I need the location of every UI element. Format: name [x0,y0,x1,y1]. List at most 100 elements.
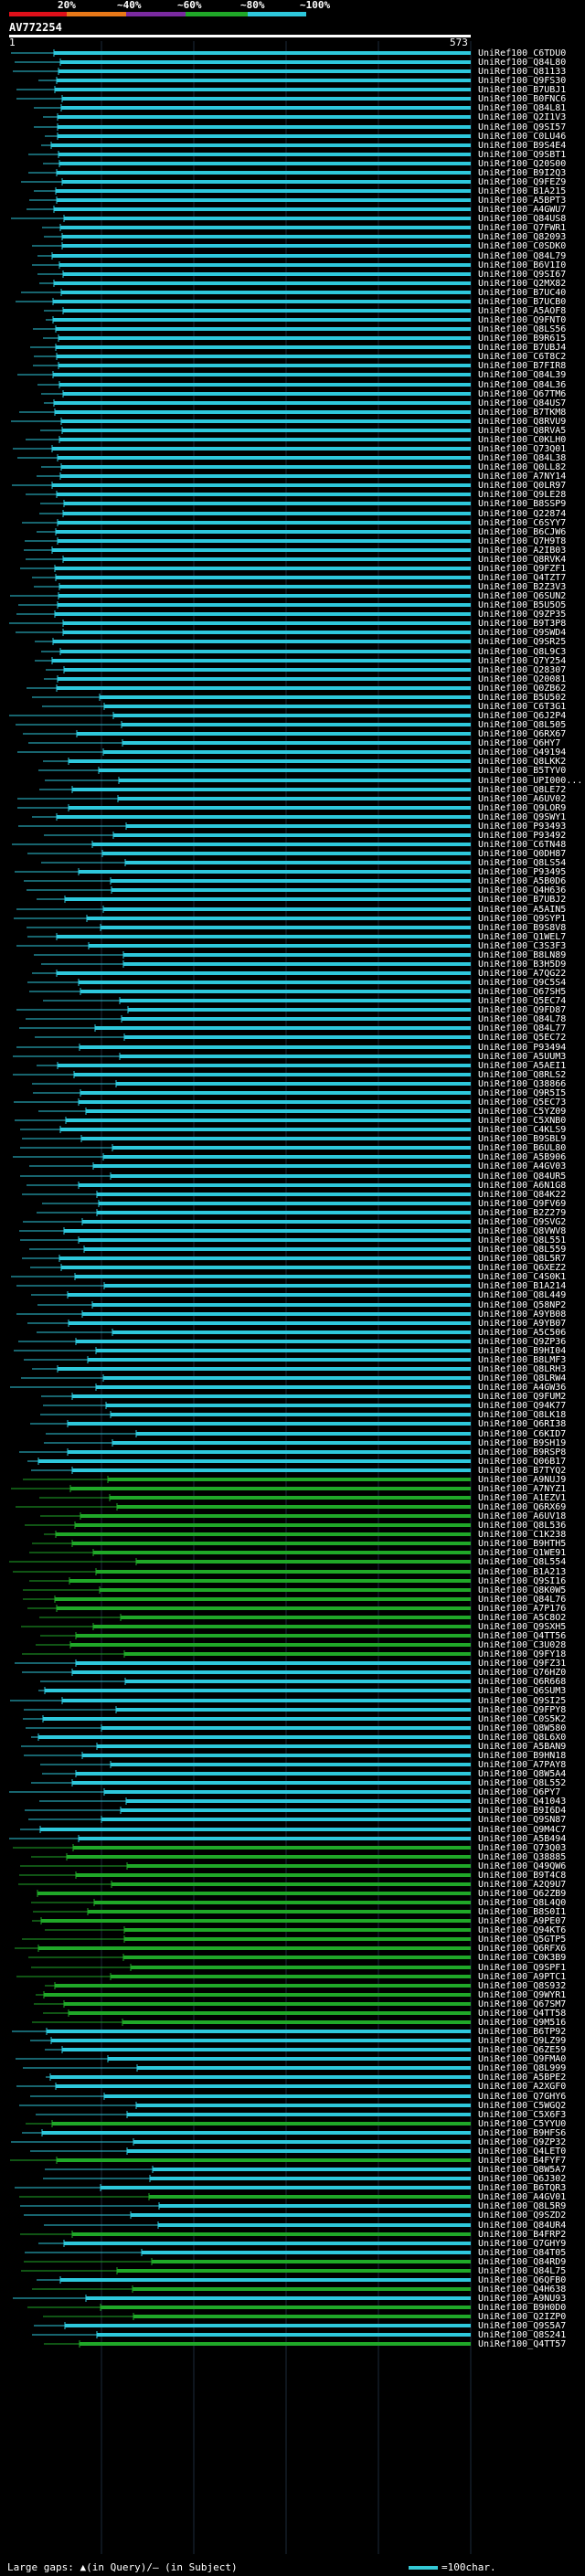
hit-label[interactable]: UniRef100_Q9FNT0 [478,315,566,325]
hit-label[interactable]: UniRef100_C6SYY7 [478,518,566,528]
hit-bar[interactable] [76,1772,471,1776]
hit-bar[interactable] [137,2066,471,2070]
hit-bar[interactable] [103,750,471,754]
hit-label[interactable]: UniRef100_A7QG22 [478,969,566,979]
hit-bar[interactable] [72,1468,471,1472]
hit-bar[interactable] [93,1551,471,1554]
hit-bar[interactable] [86,1109,471,1113]
hit-bar[interactable] [55,88,471,91]
hit-label[interactable]: UniRef100_A4GV03 [478,1161,566,1171]
hit-label[interactable]: UniRef100_A6UV18 [478,1511,566,1521]
hit-label[interactable]: UniRef100_B4FYF7 [478,2156,566,2166]
hit-bar[interactable] [92,843,471,846]
hit-label[interactable]: UniRef100_Q8L554 [478,1557,566,1567]
hit-bar[interactable] [59,1256,471,1260]
hit-bar[interactable] [53,373,471,376]
hit-bar[interactable] [127,2149,471,2153]
hit-bar[interactable] [69,2011,471,2015]
hit-label[interactable]: UniRef100_UPI000... [478,776,582,786]
hit-label[interactable]: UniRef100_Q84L80 [478,58,566,68]
hit-bar[interactable] [54,401,471,405]
hit-label[interactable]: UniRef100_A7NY14 [478,472,566,482]
hit-label[interactable]: UniRef100_C1K238 [478,1530,566,1540]
hit-label[interactable]: UniRef100_A5UUM3 [478,1052,566,1062]
hit-label[interactable]: UniRef100_Q84US7 [478,398,566,408]
hit-bar[interactable] [142,2251,471,2254]
hit-label[interactable]: UniRef100_B9HTH5 [478,1539,566,1549]
hit-bar[interactable] [63,512,471,515]
hit-bar[interactable] [133,2315,471,2318]
hit-label[interactable]: UniRef100_Q8W5A4 [478,1769,566,1779]
hit-bar[interactable] [106,1404,471,1407]
hit-bar[interactable] [44,1993,471,1997]
hit-bar[interactable] [63,309,471,313]
hit-bar[interactable] [52,483,471,487]
hit-label[interactable]: UniRef100_Q9SI25 [478,1696,566,1706]
hit-bar[interactable] [64,217,471,220]
hit-label[interactable]: UniRef100_C6TN48 [478,840,566,850]
hit-bar[interactable] [65,2324,471,2327]
hit-label[interactable]: UniRef100_Q8LS54 [478,858,566,868]
hit-label[interactable]: UniRef100_A5B494 [478,1834,566,1844]
hit-label[interactable]: UniRef100_Q0ZB62 [478,684,566,694]
hit-label[interactable]: UniRef100_Q5EC73 [478,1097,566,1108]
hit-bar[interactable] [61,291,471,294]
hit-label[interactable]: UniRef100_Q84UR4 [478,2221,566,2231]
hit-label[interactable]: UniRef100_A5AIN5 [478,905,566,915]
hit-label[interactable]: UniRef100_A5AEI1 [478,1061,566,1071]
hit-bar[interactable] [158,2223,471,2227]
hit-label[interactable]: UniRef100_Q8L5R9 [478,2201,566,2211]
hit-bar[interactable] [100,1588,471,1592]
hit-bar[interactable] [136,2104,471,2107]
hit-label[interactable]: UniRef100_Q1WE91 [478,1548,566,1558]
hit-bar[interactable] [58,1367,471,1371]
hit-label[interactable]: UniRef100_B7UCB0 [478,297,566,307]
hit-bar[interactable] [111,1174,471,1178]
hit-label[interactable]: UniRef100_A6UV02 [478,794,566,804]
hit-bar[interactable] [101,2186,471,2189]
hit-bar[interactable] [124,1652,471,1656]
hit-bar[interactable] [60,2278,471,2282]
hit-bar[interactable] [56,345,471,349]
hit-label[interactable]: UniRef100_Q9SI16 [478,1576,566,1586]
hit-label[interactable]: UniRef100_Q9FZF1 [478,564,566,574]
hit-label[interactable]: UniRef100_Q8L9C3 [478,647,566,657]
hit-bar[interactable] [79,981,471,984]
hit-label[interactable]: UniRef100_Q9FMA0 [478,2054,566,2064]
hit-bar[interactable] [127,1864,471,1868]
hit-label[interactable]: UniRef100_Q8L552 [478,1778,566,1788]
hit-label[interactable]: UniRef100_Q9FS30 [478,76,566,86]
hit-bar[interactable] [63,557,471,561]
hit-bar[interactable] [124,1928,471,1932]
hit-bar[interactable] [119,779,471,782]
hit-bar[interactable] [111,879,471,883]
hit-bar[interactable] [133,2140,471,2144]
hit-bar[interactable] [55,1597,471,1601]
hit-bar[interactable] [122,1017,471,1021]
hit-bar[interactable] [58,69,471,73]
hit-bar[interactable] [127,2113,471,2116]
hit-bar[interactable] [69,759,471,763]
hit-bar[interactable] [95,1026,471,1030]
hit-bar[interactable] [52,254,471,258]
hit-bar[interactable] [69,1579,471,1583]
hit-bar[interactable] [57,493,471,496]
hit-label[interactable]: UniRef100_Q84L76 [478,1595,566,1605]
hit-bar[interactable] [61,419,471,423]
hit-bar[interactable] [53,300,471,303]
hit-label[interactable]: UniRef100_B9R615 [478,334,566,344]
hit-label[interactable]: UniRef100_A7PAY8 [478,1760,566,1770]
hit-bar[interactable] [82,1754,471,1757]
hit-label[interactable]: UniRef100_B5U502 [478,693,566,703]
hit-bar[interactable] [58,603,471,607]
hit-bar[interactable] [152,2260,471,2263]
hit-label[interactable]: UniRef100_A7NYZ1 [478,1484,566,1494]
hit-label[interactable]: UniRef100_Q8RVK4 [478,555,566,565]
hit-bar[interactable] [53,640,471,643]
hit-label[interactable]: UniRef100_Q28307 [478,665,566,675]
hit-label[interactable]: UniRef100_Q8RVA5 [478,426,566,436]
hit-bar[interactable] [88,1358,471,1362]
hit-bar[interactable] [69,1321,471,1325]
hit-label[interactable]: UniRef100_Q4TT58 [478,2009,566,2019]
hit-bar[interactable] [150,2177,471,2180]
